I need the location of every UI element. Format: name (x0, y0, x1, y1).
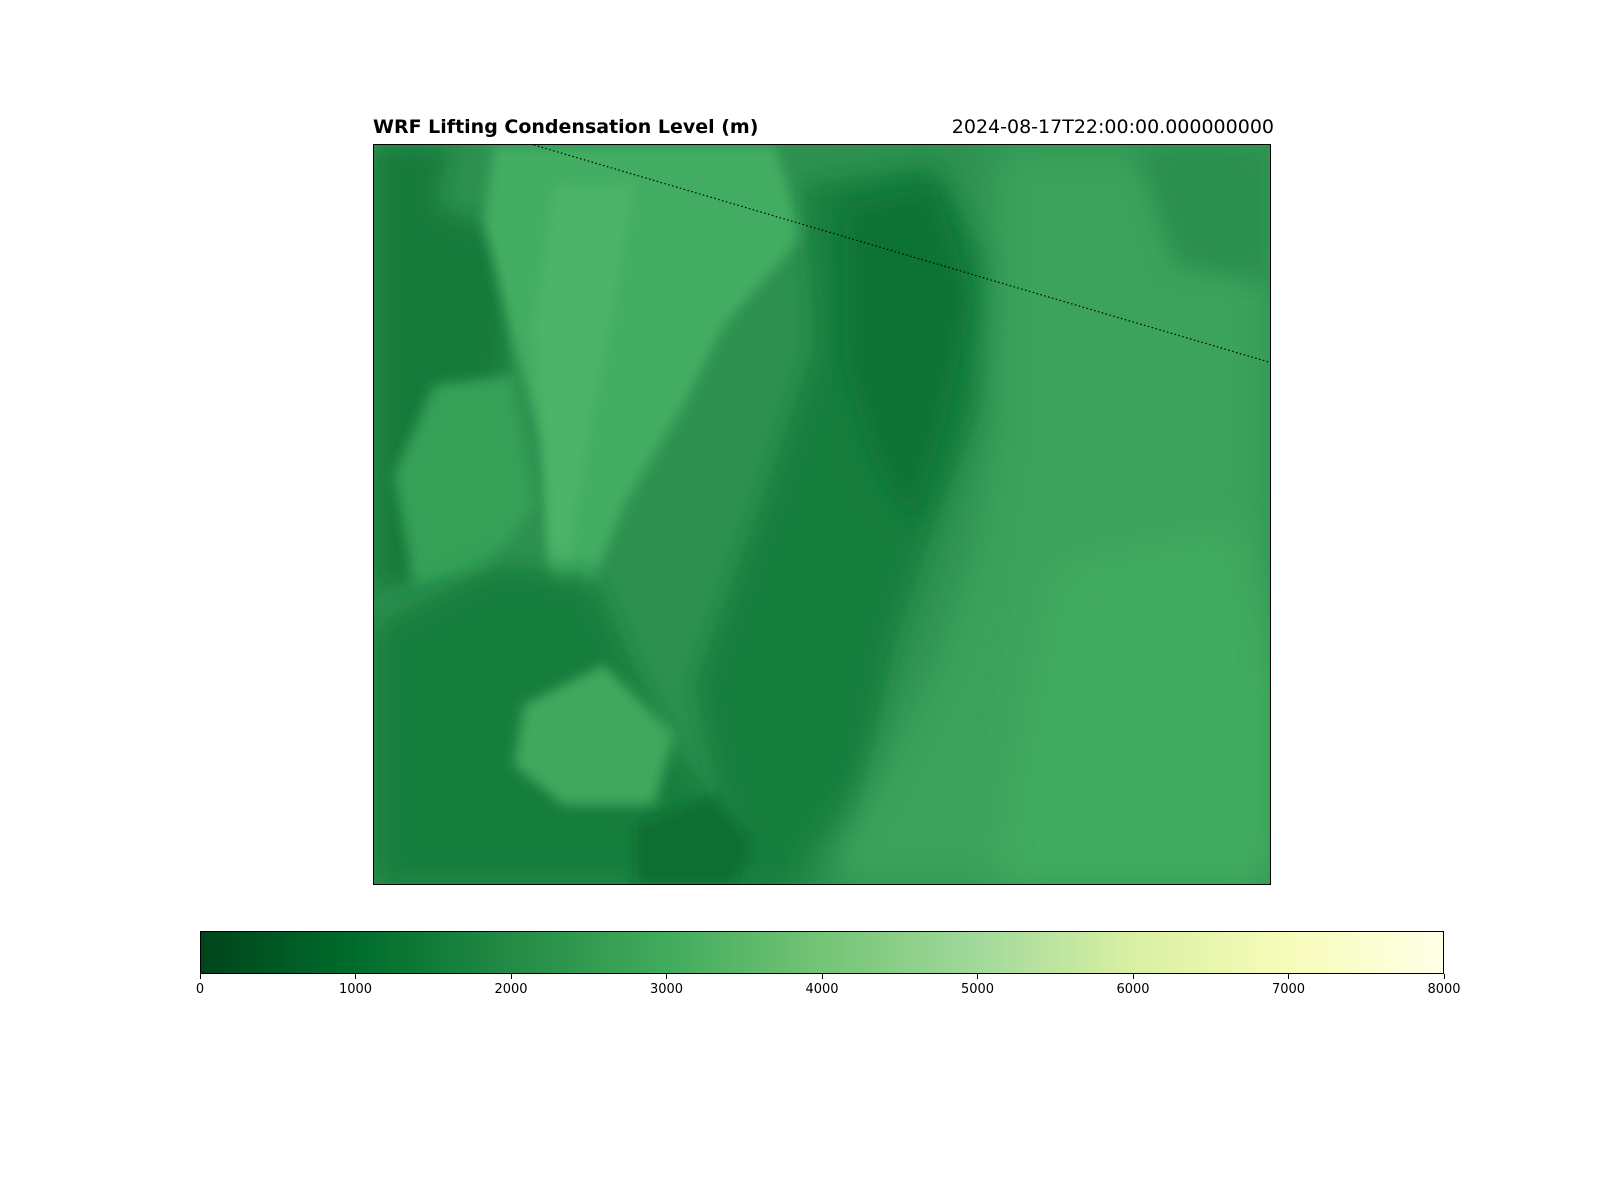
colorbar-tick-label: 8000 (1427, 982, 1461, 997)
colorbar-tick-label: 5000 (960, 982, 995, 997)
colorbar (200, 931, 1444, 974)
colorbar-tick (199, 974, 201, 979)
lcl-field-map (374, 145, 1270, 884)
colorbar-tick (1132, 974, 1134, 979)
colorbar-tick (1288, 974, 1289, 979)
colorbar-tick (510, 974, 512, 979)
lcl-patch-west-mid (394, 375, 534, 585)
lcl-patch-northeast (1134, 145, 1270, 285)
map-timestamp: 2024-08-17T22:00:00.000000000 (951, 116, 1274, 138)
colorbar-tick-label: 6000 (1116, 982, 1150, 997)
boundary-line (533, 145, 1270, 364)
map-plot-area (373, 144, 1271, 885)
map-title: WRF Lifting Condensation Level (m) (373, 116, 759, 138)
colorbar-tick-label: 1000 (338, 982, 373, 997)
colorbar-tick (666, 974, 667, 979)
colorbar-tick-label: 0 (195, 982, 205, 997)
lcl-lowest-north (844, 185, 974, 525)
lcl-lowest-south (634, 795, 754, 884)
colorbar-axis: 0 1000 2000 3000 4000 5000 6000 7000 8000 (196, 974, 1461, 1004)
lcl-high-southeast (994, 525, 1270, 884)
colorbar-tick-label: 3000 (649, 982, 684, 997)
colorbar-tick (355, 974, 356, 979)
lcl-patch-south-light (514, 665, 674, 805)
colorbar-tick-label: 4000 (805, 982, 839, 997)
colorbar-tick (977, 974, 978, 979)
colorbar-tick (821, 974, 823, 979)
colorbar-tick-label: 2000 (494, 982, 528, 997)
colorbar-tick-label: 7000 (1271, 982, 1306, 997)
colorbar-tick (1443, 974, 1445, 979)
lcl-band-crest (534, 185, 634, 605)
